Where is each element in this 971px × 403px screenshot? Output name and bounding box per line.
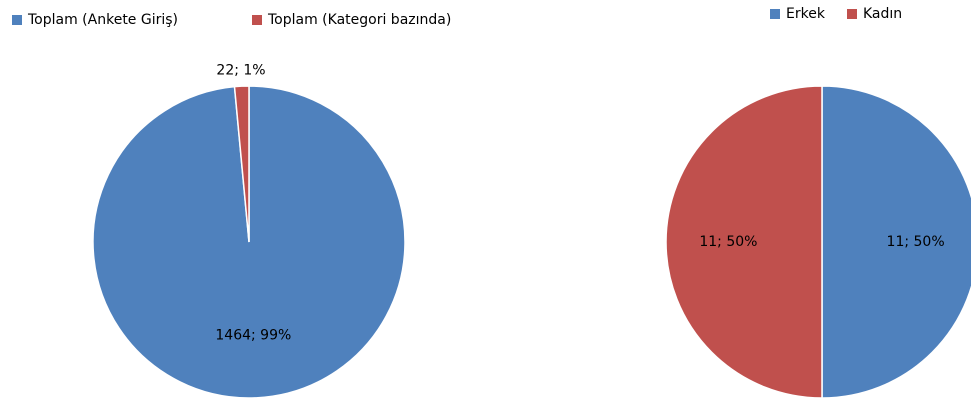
legend-swatch xyxy=(252,15,262,25)
legend-label: Kadın xyxy=(863,6,902,22)
legend-swatch xyxy=(770,9,780,19)
legend-label: Erkek xyxy=(786,6,826,22)
data-label: 11; 50% xyxy=(699,234,757,250)
data-label: 1464; 99% xyxy=(215,327,291,343)
data-label: 11; 50% xyxy=(887,234,945,250)
legend-label: Toplam (Ankete Giriş) xyxy=(27,12,178,28)
pie-slice xyxy=(233,85,250,243)
pie-slice xyxy=(665,85,823,399)
legend-label: Toplam (Kategori bazında) xyxy=(267,12,451,28)
data-label: 22; 1% xyxy=(216,63,265,79)
legend-swatch xyxy=(12,15,22,25)
legend-swatch xyxy=(847,9,857,19)
pie-slice xyxy=(821,85,971,399)
